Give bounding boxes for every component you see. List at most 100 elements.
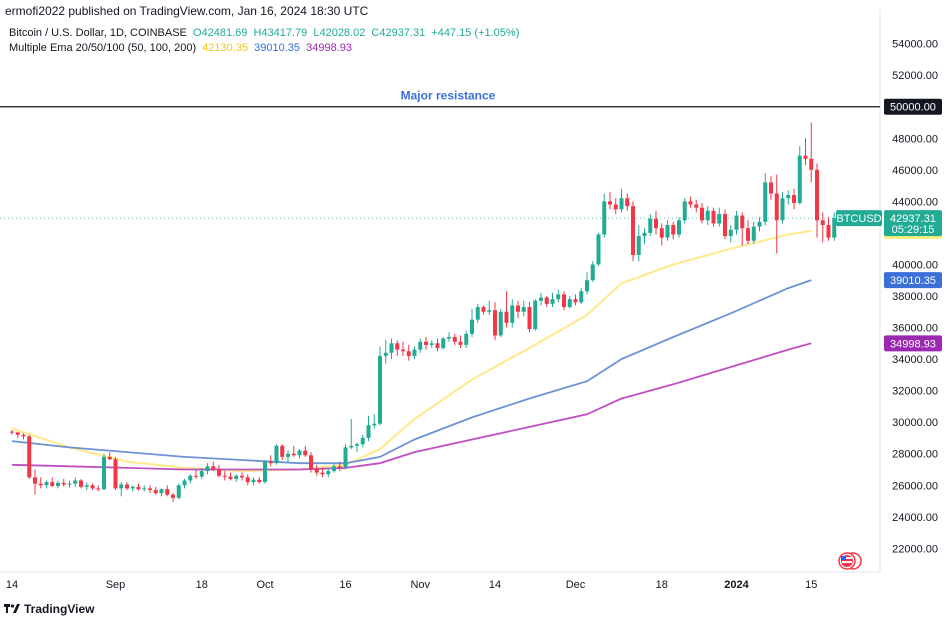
candle-body <box>464 333 469 345</box>
candle-body <box>642 232 647 237</box>
high-value: H43417.79 <box>253 27 308 39</box>
candle-body <box>585 280 589 292</box>
candle-body <box>412 349 417 356</box>
y-tick-label: 38000.00 <box>892 291 938 303</box>
candle-body <box>441 338 446 349</box>
candle-body <box>619 198 624 210</box>
resistance-line-group: Major resistance <box>0 89 880 108</box>
ema2-value: 39010.35 <box>254 42 301 54</box>
candle-body <box>148 488 152 490</box>
candle-body <box>452 337 457 342</box>
y-axis: 54000.00 52000.00 50000.00 48000.00 46000.00… <box>892 39 938 556</box>
candle-body <box>61 482 66 485</box>
ema2-price-tag: 39010.35 <box>890 275 936 287</box>
candle-body <box>671 225 676 235</box>
candle-body <box>199 471 204 477</box>
candle-body <box>447 337 451 339</box>
candle-body <box>291 453 296 456</box>
candle-body <box>33 477 37 484</box>
candle-body <box>309 455 313 470</box>
candle-body <box>176 485 181 498</box>
candle-body <box>251 479 256 483</box>
candle-body <box>125 484 129 489</box>
candle-body <box>757 221 762 227</box>
y-tick-label: 36000.00 <box>892 323 938 335</box>
resistance-price-tag-bg <box>884 98 942 115</box>
indicator-name: Multiple Ema 20/50/100 (50, 100, 200) <box>9 42 197 54</box>
candle-body <box>182 480 187 486</box>
candle-body <box>228 476 233 479</box>
candle-body <box>613 204 618 210</box>
candle-body <box>562 294 566 308</box>
y-tick-label: 26000.00 <box>892 480 938 492</box>
candle-body <box>728 229 733 237</box>
indicator-legend[interactable]: Multiple Ema 20/50/100 (50, 100, 200) 42… <box>9 42 355 54</box>
symbol-badge: BTCUSD <box>836 213 881 225</box>
candle-body <box>493 310 497 336</box>
candle-body <box>590 264 595 281</box>
y-tick-label: 44000.00 <box>892 196 938 208</box>
current-price-tag: 42937.31 <box>890 213 936 225</box>
candle-body <box>107 456 112 460</box>
candle-body <box>320 472 325 475</box>
candle-body <box>326 471 331 475</box>
candle-body <box>44 482 49 486</box>
candle-body <box>280 445 285 457</box>
candle-body <box>481 307 486 312</box>
ema3-price-tag-bg <box>884 335 942 352</box>
candle-body <box>79 480 83 487</box>
publisher-line: ermofi2022 published on TradingView.com,… <box>5 4 369 18</box>
candle-body <box>435 343 440 349</box>
candle-body <box>372 423 377 426</box>
candle-body <box>475 307 480 320</box>
candle-body <box>234 475 239 479</box>
candle-body <box>682 201 687 221</box>
candle-body <box>803 155 808 159</box>
candle-body <box>194 475 198 477</box>
candle-body <box>631 206 635 255</box>
close-value: C42937.31 <box>371 27 426 39</box>
candle-body <box>567 299 572 308</box>
candle-body <box>792 195 796 203</box>
candle-body <box>90 485 95 489</box>
ema1-value: 42130.35 <box>202 42 249 54</box>
candle-body <box>222 475 227 477</box>
candle-body <box>596 234 601 265</box>
x-axis: 14 Sep 18 Oct 16 Nov 14 Dec 18 2024 15 <box>6 579 818 591</box>
candles <box>10 122 837 502</box>
candle-body <box>769 182 773 194</box>
candle-body <box>815 169 819 221</box>
candle-body <box>245 477 250 483</box>
ema-line-3 <box>11 342 812 471</box>
candle-body <box>774 193 779 221</box>
ema-lines <box>11 229 812 473</box>
symbol-legend[interactable]: Bitcoin / U.S. Dollar, 1D, COINBASE O424… <box>9 27 522 39</box>
resistance-label: Major resistance <box>401 89 496 103</box>
ema3-value: 34998.93 <box>306 42 352 54</box>
x-tick-label: 14 <box>489 579 501 591</box>
candle-body <box>73 480 78 484</box>
resistance-price-tag: 50000.00 <box>890 102 936 114</box>
candle-body <box>700 207 704 221</box>
y-tick-label: 40000.00 <box>892 259 938 271</box>
candle-body <box>136 486 141 490</box>
candle-body <box>314 469 319 473</box>
y-tick-label: 24000.00 <box>892 512 938 524</box>
candle-body <box>297 450 302 456</box>
candle-body <box>188 475 193 481</box>
candle-body <box>636 236 641 255</box>
tradingview-footer[interactable]: TradingView <box>4 602 94 616</box>
candle-body <box>694 204 699 208</box>
x-tick-label: 14 <box>6 579 18 591</box>
candle-body <box>395 343 400 350</box>
symbol-name: Bitcoin / U.S. Dollar, 1D, COINBASE <box>9 27 187 39</box>
candle-body <box>337 466 342 468</box>
change-value: +447.15 (+1.05%) <box>431 27 520 39</box>
candle-body <box>521 307 526 312</box>
candle-body <box>15 432 20 435</box>
candle-body <box>263 461 267 483</box>
candle-body <box>27 436 32 478</box>
y-tick-label: 22000.00 <box>892 543 938 555</box>
candle-body <box>510 305 515 323</box>
